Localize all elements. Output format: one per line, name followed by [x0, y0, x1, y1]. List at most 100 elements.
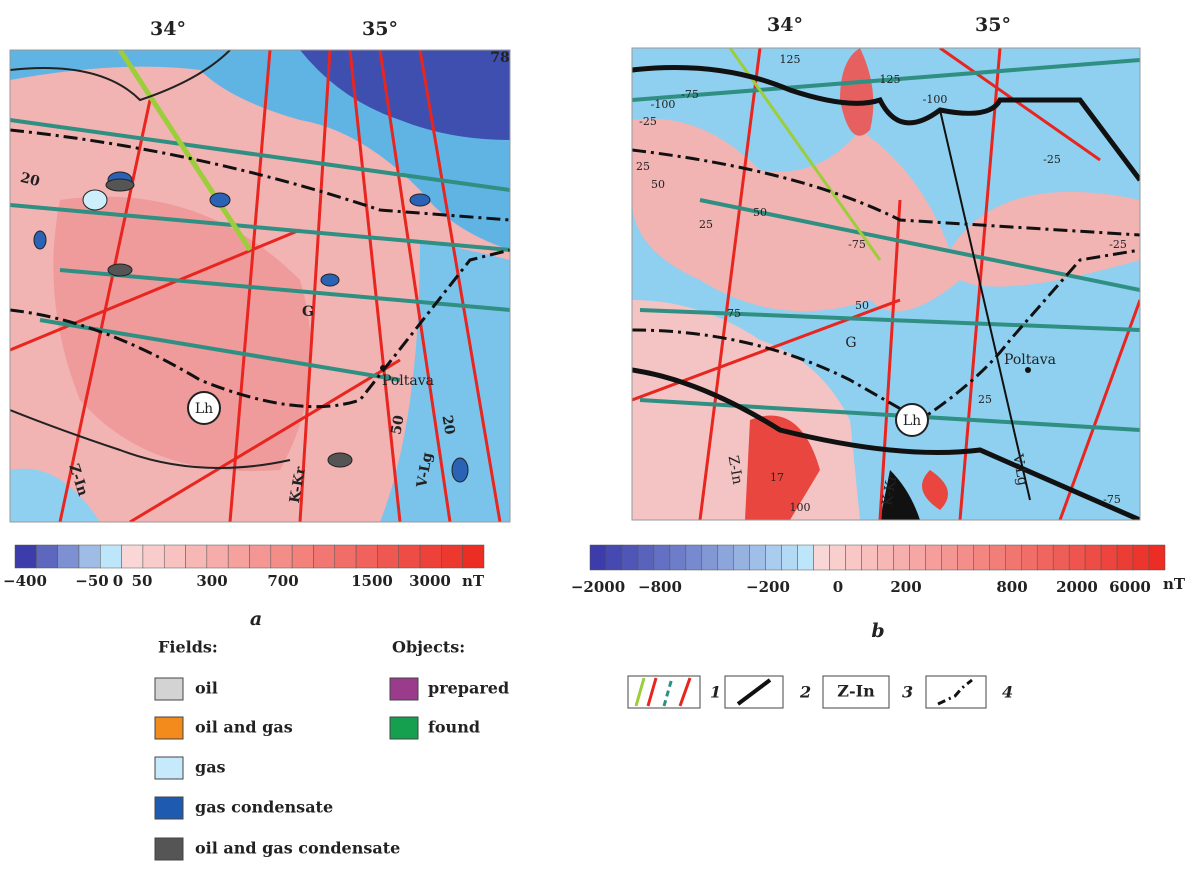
panel-label: a	[250, 608, 262, 630]
colorbar-label: 0	[833, 578, 843, 596]
figure: 34°35°7820GPoltavaLhZ-InK-KrV-Lg5020a34°…	[0, 0, 1198, 873]
map-label: 25	[978, 393, 992, 406]
colorbar-label: 700	[267, 572, 298, 590]
colorbar-cell	[164, 545, 185, 568]
colorbar-cell	[100, 545, 121, 568]
colorbar-unit: nT	[462, 572, 485, 590]
colorbar-cell	[862, 545, 878, 570]
legend-item: oil	[195, 679, 218, 698]
colorbar-cell	[798, 545, 814, 570]
colorbar-cell	[250, 545, 271, 568]
colorbar-cell	[463, 545, 484, 568]
corner-label: 78	[490, 50, 509, 66]
map-label: 125	[780, 53, 801, 66]
colorbar-cell	[670, 545, 686, 570]
map-label: -25	[1109, 238, 1127, 251]
longitude: 35°	[362, 18, 398, 40]
map-label: -25	[639, 115, 657, 128]
map-a	[10, 50, 510, 522]
map-label: -100	[923, 93, 948, 106]
map-label: G	[302, 304, 314, 320]
legend-item: prepared	[428, 679, 509, 698]
map-label: 125	[880, 73, 901, 86]
colorbar-cell	[399, 545, 420, 568]
colorbar-cell	[686, 545, 702, 570]
colorbar-cell	[590, 545, 606, 570]
colorbar-cell	[313, 545, 334, 568]
colorbar-cell	[356, 545, 377, 568]
colorbar-cell	[606, 545, 622, 570]
colorbar-cell	[1149, 545, 1165, 570]
colorbar-cell	[718, 545, 734, 570]
map-label: -75	[681, 88, 699, 101]
legend-item: oil and gas	[195, 718, 293, 737]
legend-number: 3	[902, 683, 913, 702]
colorbar-cell	[702, 545, 718, 570]
colorbar-label: −800	[638, 578, 682, 596]
colorbar-cell	[654, 545, 670, 570]
colorbar-cell	[143, 545, 164, 568]
colorbar-cell	[1037, 545, 1053, 570]
colorbar-cell	[271, 545, 292, 568]
legend-number: 2	[799, 683, 811, 702]
colorbar-cell	[638, 545, 654, 570]
map-label: G	[845, 335, 856, 351]
colorbar-cell	[1133, 545, 1149, 570]
colorbar-label: 800	[996, 578, 1027, 596]
colorbar-cell	[925, 545, 941, 570]
map-label: 50	[753, 206, 767, 219]
map-label: 75	[727, 307, 741, 320]
legend-number: 4	[1002, 683, 1013, 702]
colorbar-cell	[377, 545, 398, 568]
colorbar-label: 1500	[351, 572, 393, 590]
colorbar-label: 2000	[1056, 578, 1098, 596]
legend-item: gas	[195, 758, 226, 777]
map-label: 100	[790, 501, 811, 514]
colorbar-label: 50	[132, 572, 153, 590]
colorbar-label: 200	[890, 578, 921, 596]
colorbar-cell	[1021, 545, 1037, 570]
colorbar-cell	[814, 545, 830, 570]
legend-title: Objects:	[392, 638, 465, 657]
colorbar-cell	[909, 545, 925, 570]
colorbar-unit: nT	[1163, 575, 1186, 593]
colorbar-cell	[122, 545, 143, 568]
colorbar-cell	[1117, 545, 1133, 570]
colorbar-label: −50	[75, 572, 108, 590]
colorbar-cell	[335, 545, 356, 568]
colorbar-label: 300	[196, 572, 227, 590]
colorbar-cell	[957, 545, 973, 570]
legend-item: gas condensate	[195, 798, 333, 817]
colorbar-cell	[58, 545, 79, 568]
map-label: 17	[770, 471, 784, 484]
map-label: -75	[1103, 493, 1121, 506]
colorbar-cell	[622, 545, 638, 570]
map-label: Lh	[195, 401, 213, 417]
map-label: 50	[651, 178, 665, 191]
colorbar-label: 6000	[1109, 578, 1151, 596]
map-b	[632, 48, 1140, 520]
colorbar-label: −2000	[571, 578, 625, 596]
map-label: 50	[388, 414, 407, 436]
colorbar-cell	[207, 545, 228, 568]
colorbar-cell	[1053, 545, 1069, 570]
longitude: 34°	[767, 14, 803, 36]
colorbar-cell	[1101, 545, 1117, 570]
colorbar-cell	[1069, 545, 1085, 570]
colorbar-cell	[830, 545, 846, 570]
longitude: 35°	[975, 14, 1011, 36]
colorbar-cell	[420, 545, 441, 568]
map-label: 25	[699, 218, 713, 231]
colorbar-cell	[15, 545, 36, 568]
map-label: 50	[855, 299, 869, 312]
colorbar-cell	[292, 545, 313, 568]
colorbar-cell	[846, 545, 862, 570]
map-label: Poltava	[382, 373, 434, 389]
map-label: 20	[438, 414, 457, 436]
colorbar-cell	[766, 545, 782, 570]
map-label: -25	[1043, 153, 1061, 166]
colorbar-cell	[734, 545, 750, 570]
map-label: -100	[651, 98, 676, 111]
colorbar-cell	[750, 545, 766, 570]
colorbar-label: −400	[3, 572, 47, 590]
